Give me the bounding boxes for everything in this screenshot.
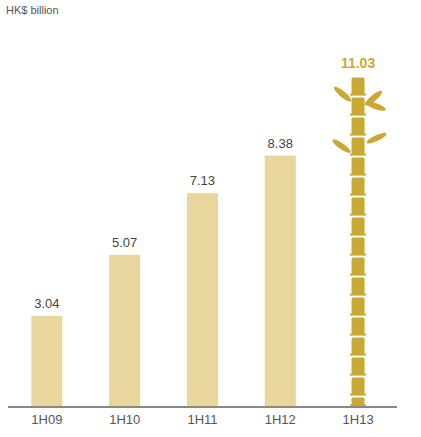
svg-text:1H11: 1H11 bbox=[187, 412, 217, 427]
svg-text:1H10: 1H10 bbox=[109, 412, 140, 427]
svg-text:8.38: 8.38 bbox=[268, 136, 293, 151]
svg-text:7.13: 7.13 bbox=[190, 173, 215, 188]
html-text:HK$ billion: HK$ billion bbox=[6, 4, 59, 16]
svg-text:1H12: 1H12 bbox=[265, 412, 296, 427]
svg-text:1H09: 1H09 bbox=[31, 412, 62, 427]
svg-text:5.07: 5.07 bbox=[112, 235, 137, 250]
svg-text:11.03: 11.03 bbox=[341, 55, 375, 71]
svg-text:3.04: 3.04 bbox=[34, 296, 59, 311]
svg-text:1H13: 1H13 bbox=[343, 412, 374, 427]
